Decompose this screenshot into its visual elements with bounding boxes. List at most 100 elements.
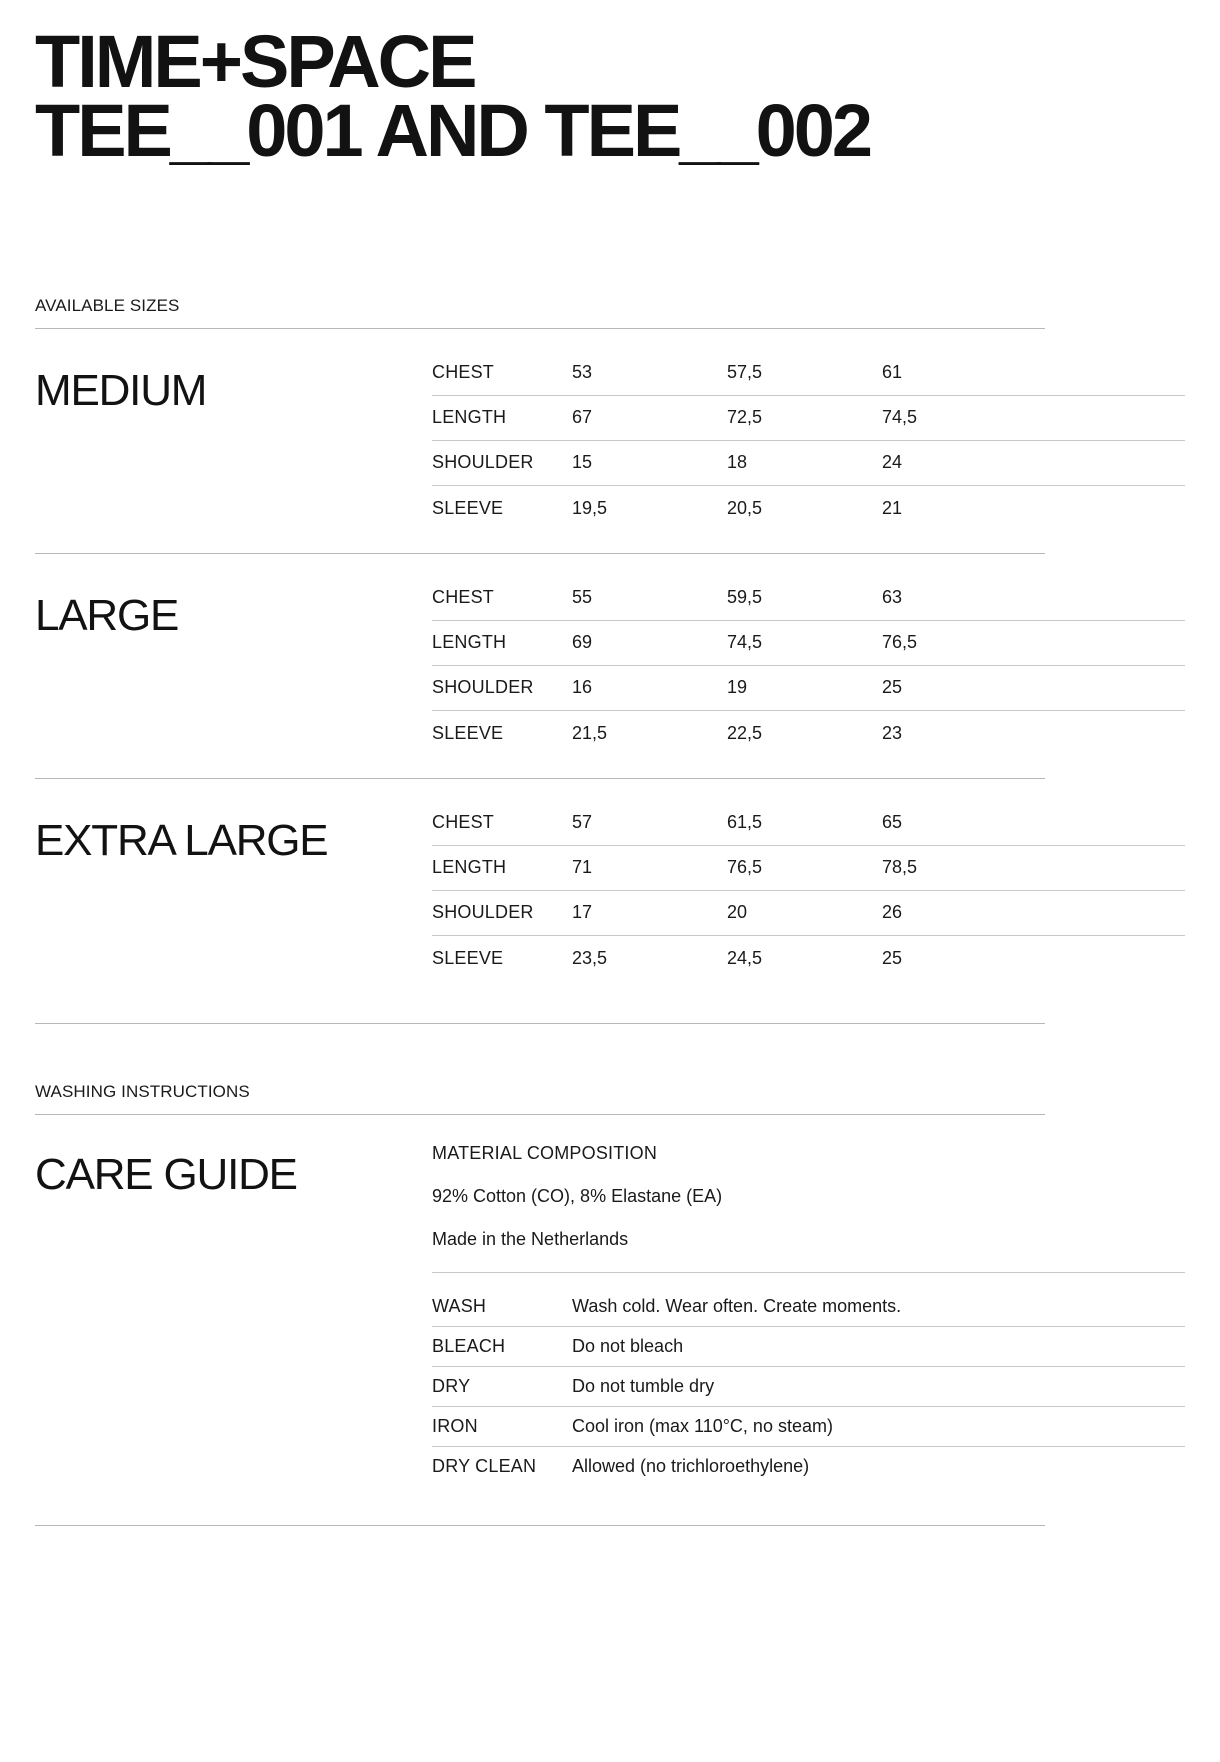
measure-label: LENGTH — [432, 407, 507, 428]
page-title: TIME+SPACE TEE__001 AND TEE__002 — [35, 0, 1185, 172]
divider-available-sizes — [35, 327, 1045, 329]
measure-value: 22,5 — [727, 722, 763, 743]
measure-label: CHEST — [432, 587, 495, 608]
measure-table-large: CHEST 55 59,5 63 LENGTH 69 74,5 76,5 SHO… — [432, 576, 1185, 756]
measure-value: 53 — [572, 362, 593, 383]
measure-value: 15 — [572, 452, 593, 473]
measure-value: 57,5 — [727, 362, 763, 383]
table-row: DRY Do not tumble dry — [432, 1367, 1185, 1407]
measure-value: 19 — [727, 677, 748, 698]
divider-sizes-end — [35, 1022, 1045, 1024]
care-guide-block: CARE GUIDE MATERIAL COMPOSITION 92% Cott… — [35, 1143, 1185, 1487]
care-label: IRON — [432, 1415, 478, 1436]
table-row: LENGTH 71 76,5 78,5 — [432, 846, 1185, 891]
table-row: CHEST 53 57,5 61 — [432, 351, 1185, 396]
size-name-extra-large: EXTRA LARGE — [35, 815, 329, 865]
care-label: BLEACH — [432, 1335, 506, 1356]
table-row: SHOULDER 16 19 25 — [432, 666, 1185, 711]
measure-label: SLEEVE — [432, 947, 504, 968]
measure-label: CHEST — [432, 812, 495, 833]
size-name-medium: MEDIUM — [35, 365, 207, 415]
measure-value: 59,5 — [727, 587, 763, 608]
measure-value: 19,5 — [572, 497, 608, 518]
measure-value: 25 — [882, 947, 903, 968]
measure-value: 26 — [882, 902, 903, 923]
measure-value: 20,5 — [727, 497, 763, 518]
measure-value: 74,5 — [882, 407, 918, 428]
measure-label: SHOULDER — [432, 452, 534, 473]
table-row: CHEST 57 61,5 65 — [432, 801, 1185, 846]
divider-care-rows — [432, 1271, 1185, 1273]
available-sizes-label: AVAILABLE SIZES — [35, 295, 180, 315]
measure-table-medium: CHEST 53 57,5 61 LENGTH 67 72,5 74,5 SHO… — [432, 351, 1185, 531]
size-name-large: LARGE — [35, 590, 179, 640]
measure-value: 74,5 — [727, 632, 763, 653]
table-row: SLEEVE 23,5 24,5 25 — [432, 936, 1185, 981]
measure-value: 55 — [572, 587, 593, 608]
table-row: SHOULDER 15 18 24 — [432, 441, 1185, 486]
care-guide-details: MATERIAL COMPOSITION 92% Cotton (CO), 8%… — [432, 1143, 1185, 1487]
title-line-2: TEE__001 AND TEE__002 — [35, 88, 873, 172]
measure-label: SLEEVE — [432, 497, 504, 518]
table-row: WASH Wash cold. Wear often. Create momen… — [432, 1287, 1185, 1327]
divider-medium-large — [35, 552, 1045, 554]
table-row: DRY CLEAN Allowed (no trichloroethylene) — [432, 1447, 1185, 1487]
measure-label: SHOULDER — [432, 902, 534, 923]
table-row: IRON Cool iron (max 110°C, no steam) — [432, 1407, 1185, 1447]
table-row: BLEACH Do not bleach — [432, 1327, 1185, 1367]
divider-washing-instructions — [35, 1113, 1045, 1115]
measure-label: SLEEVE — [432, 722, 504, 743]
origin-value: Made in the Netherlands — [432, 1228, 629, 1249]
care-guide-title: CARE GUIDE — [35, 1149, 298, 1199]
table-row: LENGTH 69 74,5 76,5 — [432, 621, 1185, 666]
size-block-large: LARGE CHEST 55 59,5 63 LENGTH 69 74,5 76… — [35, 576, 1185, 756]
care-label: DRY — [432, 1375, 471, 1396]
measure-table-extra-large: CHEST 57 61,5 65 LENGTH 71 76,5 78,5 SHO… — [432, 801, 1185, 981]
material-composition-value: 92% Cotton (CO), 8% Elastane (EA) — [432, 1185, 723, 1206]
measure-label: SHOULDER — [432, 677, 534, 698]
measure-value: 23,5 — [572, 947, 608, 968]
measure-value: 16 — [572, 677, 593, 698]
care-value: Cool iron (max 110°C, no steam) — [572, 1415, 833, 1436]
measure-label: LENGTH — [432, 857, 507, 878]
measure-label: LENGTH — [432, 632, 507, 653]
measure-value: 67 — [572, 407, 593, 428]
measure-value: 18 — [727, 452, 748, 473]
table-row: SLEEVE 21,5 22,5 23 — [432, 711, 1185, 756]
measure-value: 57 — [572, 812, 593, 833]
care-value: Do not tumble dry — [572, 1375, 715, 1396]
measure-value: 24 — [882, 452, 903, 473]
table-row: SHOULDER 17 20 26 — [432, 891, 1185, 936]
measure-value: 69 — [572, 632, 593, 653]
care-label: WASH — [432, 1295, 487, 1316]
measure-value: 21 — [882, 497, 903, 518]
measure-value: 71 — [572, 857, 593, 878]
table-row: SLEEVE 19,5 20,5 21 — [432, 486, 1185, 531]
care-value: Do not bleach — [572, 1335, 684, 1356]
size-block-extra-large: EXTRA LARGE CHEST 57 61,5 65 LENGTH 71 7… — [35, 801, 1185, 981]
material-composition-heading: MATERIAL COMPOSITION — [432, 1142, 658, 1163]
measure-value: 61,5 — [727, 812, 763, 833]
measure-value: 65 — [882, 812, 903, 833]
measure-value: 21,5 — [572, 722, 608, 743]
measure-value: 72,5 — [727, 407, 763, 428]
divider-page-footer — [35, 1524, 1045, 1526]
measure-value: 63 — [882, 587, 903, 608]
divider-large-xl — [35, 777, 1045, 779]
measure-label: CHEST — [432, 362, 495, 383]
measure-value: 23 — [882, 722, 903, 743]
measure-value: 78,5 — [882, 857, 918, 878]
measure-value: 25 — [882, 677, 903, 698]
washing-instructions-label: WASHING INSTRUCTIONS — [35, 1081, 250, 1101]
measure-value: 24,5 — [727, 947, 763, 968]
table-row: CHEST 55 59,5 63 — [432, 576, 1185, 621]
table-row: LENGTH 67 72,5 74,5 — [432, 396, 1185, 441]
care-value: Allowed (no trichloroethylene) — [572, 1456, 810, 1477]
measure-value: 61 — [882, 362, 903, 383]
measure-value: 76,5 — [727, 857, 763, 878]
title-line-1: TIME+SPACE — [35, 20, 477, 103]
measure-value: 20 — [727, 902, 748, 923]
size-block-medium: MEDIUM CHEST 53 57,5 61 LENGTH 67 72,5 7… — [35, 351, 1185, 531]
care-label: DRY CLEAN — [432, 1456, 537, 1477]
